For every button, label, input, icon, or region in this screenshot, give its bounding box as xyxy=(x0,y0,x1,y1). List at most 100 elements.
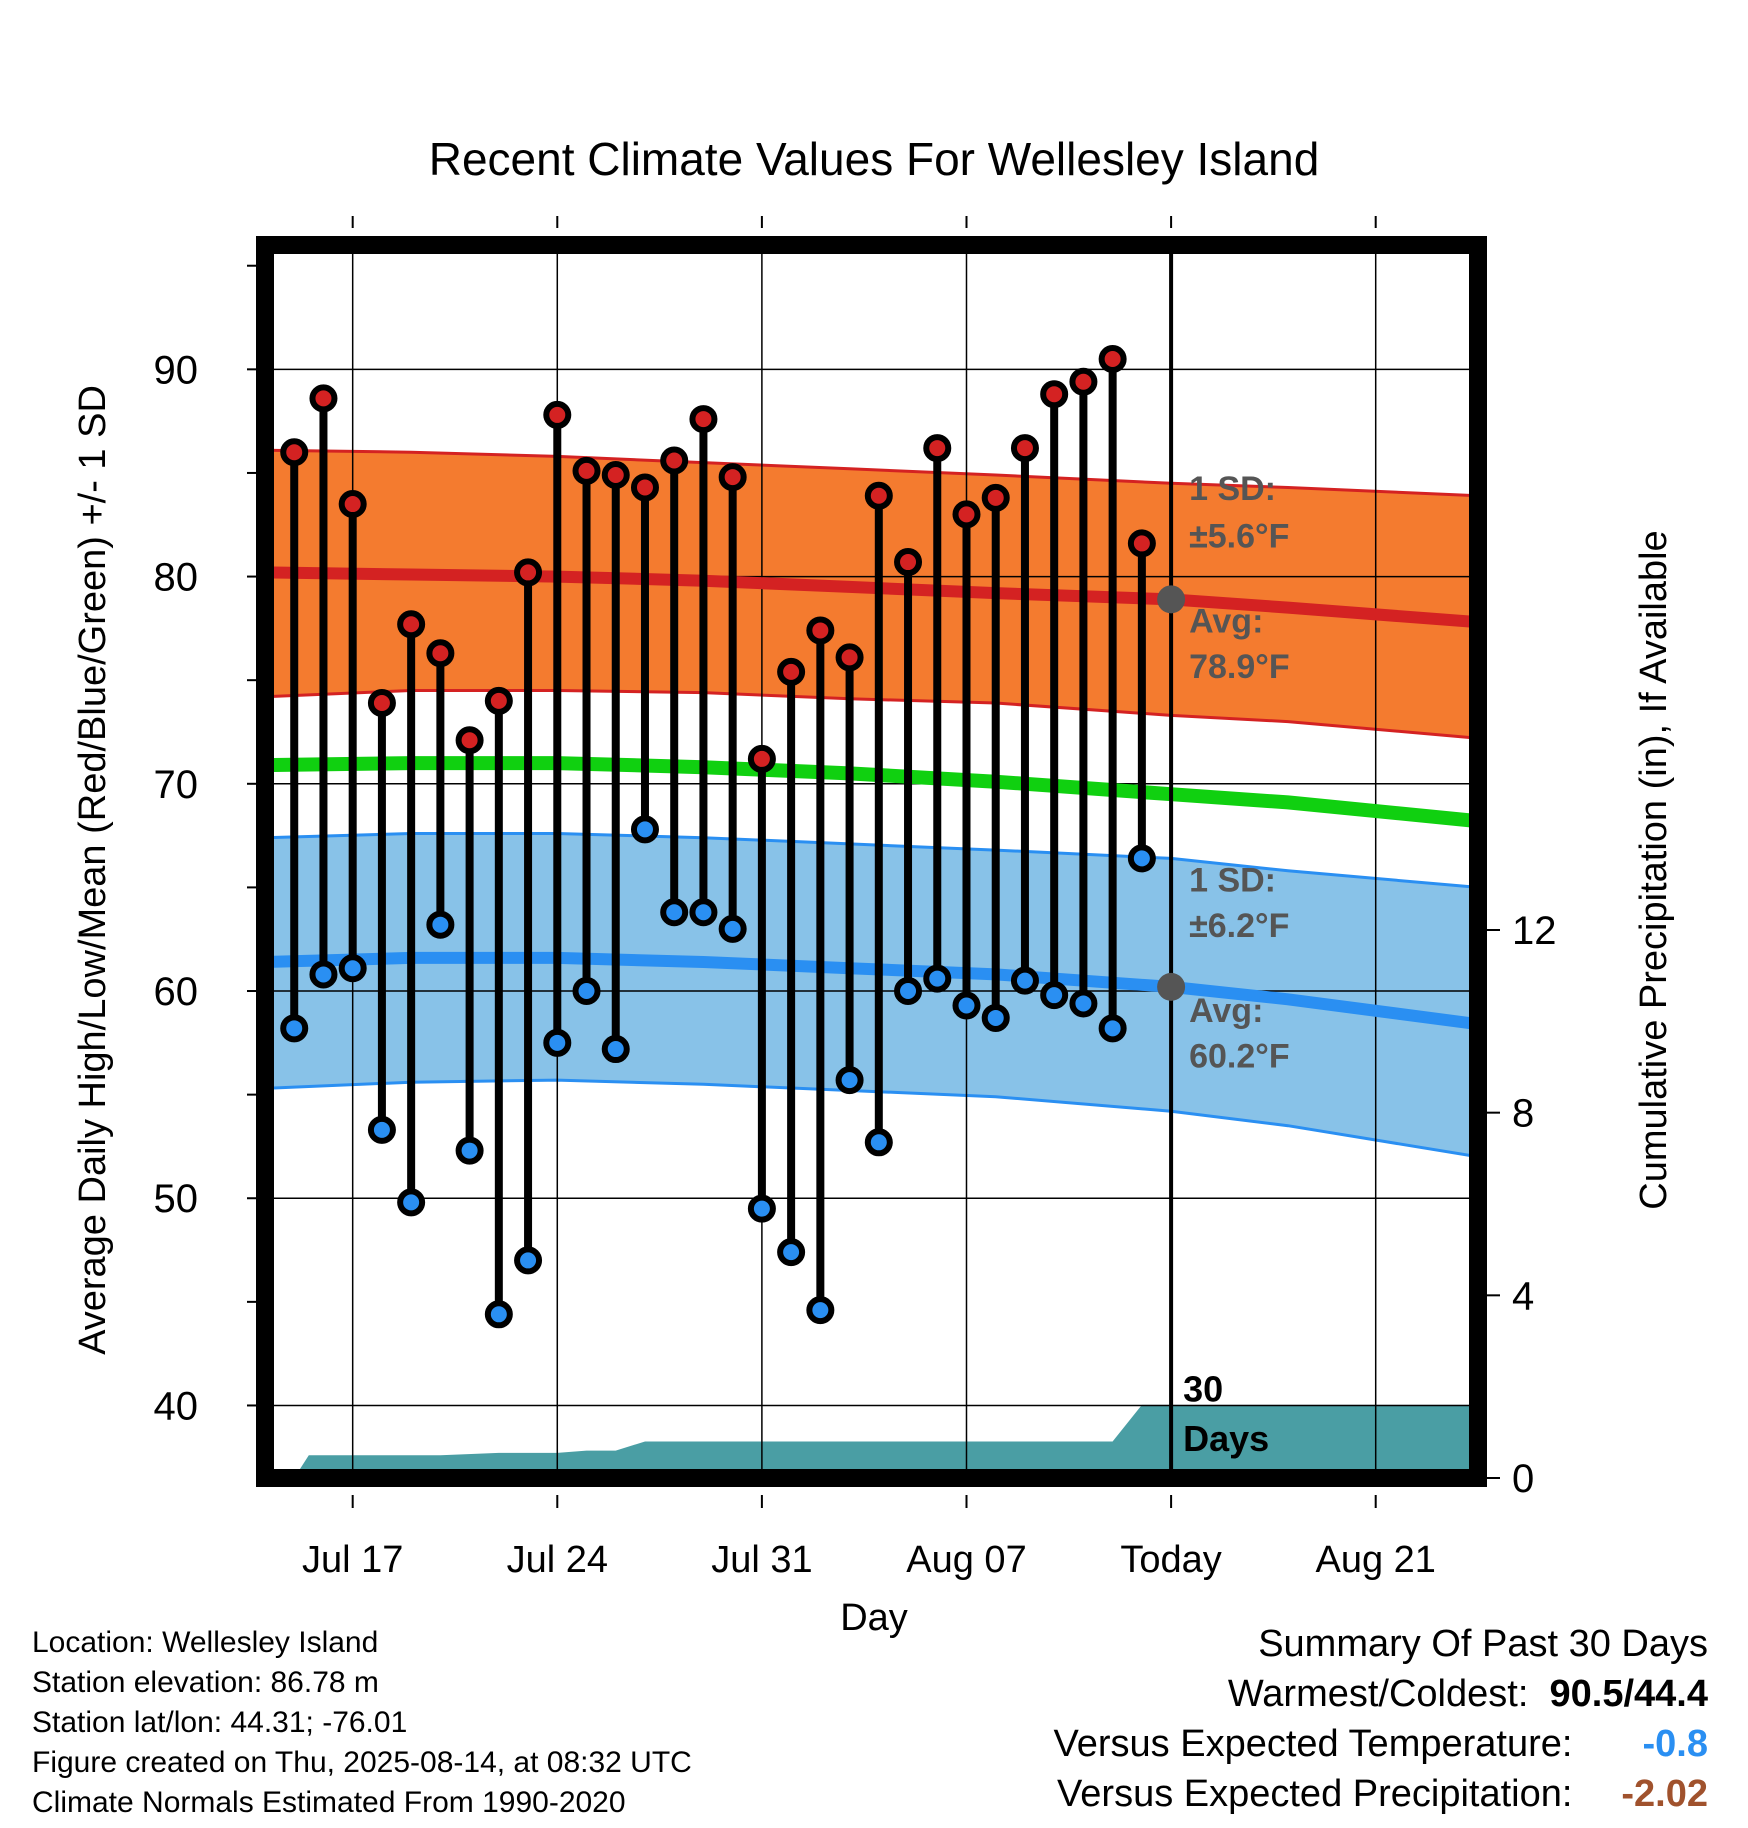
daily-high-point xyxy=(397,610,426,639)
days-label-word: Days xyxy=(1183,1418,1269,1459)
precipitation-area xyxy=(294,1404,1478,1478)
high-upper-line xyxy=(265,448,1478,498)
today-low-marker xyxy=(1157,972,1186,1001)
x-tick-label: Jul 31 xyxy=(711,1539,812,1581)
daily-high-point xyxy=(747,744,776,773)
daily-high-point xyxy=(1127,529,1156,558)
y-tick-label: 40 xyxy=(154,1384,199,1428)
daily-low-point xyxy=(397,1188,426,1217)
daily-high-point xyxy=(923,434,952,463)
daily-low-point xyxy=(280,1014,309,1043)
daily-low-point xyxy=(630,815,659,844)
y-axis-label: Average Daily High/Low/Mean (Red/Blue/Gr… xyxy=(72,385,114,1355)
low-sd-value: ±6.2°F xyxy=(1189,907,1289,945)
days-label-number: 30 xyxy=(1183,1368,1223,1409)
daily-high-point xyxy=(718,463,747,492)
daily-low-point xyxy=(309,960,338,989)
temp-label: Versus Expected Temperature: xyxy=(1053,1723,1573,1765)
temp-value: -0.8 xyxy=(1642,1723,1708,1765)
daily-low-point xyxy=(981,1003,1010,1032)
summary-warm-cold: Warmest/Coldest: 90.5/44.4 xyxy=(1228,1674,1708,1714)
x-tick-label: Jul 17 xyxy=(302,1539,403,1581)
low-sd-band xyxy=(265,833,1478,1157)
y-tick-label: 60 xyxy=(154,970,199,1014)
daily-high-point xyxy=(777,657,806,686)
daily-low-point xyxy=(455,1136,484,1165)
daily-high-point xyxy=(543,400,572,429)
daily-low-point xyxy=(601,1035,630,1064)
daily-low-point xyxy=(718,914,747,943)
daily-low-point xyxy=(543,1028,572,1057)
y2-tick-label: 12 xyxy=(1512,909,1557,953)
daily-low-point xyxy=(894,977,923,1006)
warm-cold-label: Warmest/Coldest: xyxy=(1227,1673,1529,1715)
x-tick-label: Today xyxy=(1120,1539,1221,1581)
daily-low-point xyxy=(747,1194,776,1223)
daily-low-point xyxy=(1040,981,1069,1010)
chart-title: Recent Climate Values For Wellesley Isla… xyxy=(429,133,1320,185)
daily-low-point xyxy=(864,1128,893,1157)
low-sd-label: 1 SD: xyxy=(1189,862,1276,900)
y-tick-label: 80 xyxy=(154,556,199,600)
daily-high-point xyxy=(309,384,338,413)
daily-low-point xyxy=(952,991,981,1020)
mean-line xyxy=(265,756,1478,829)
daily-low-point xyxy=(1069,989,1098,1018)
daily-low-point xyxy=(777,1238,806,1267)
daily-high-point xyxy=(630,473,659,502)
plot-content xyxy=(265,245,1478,1478)
daily-high-point xyxy=(660,446,689,475)
summary-precipitation: Versus Expected Precipitation: -2.02 xyxy=(1057,1774,1708,1814)
high-sd-value: ±5.6°F xyxy=(1189,518,1289,556)
warm-cold-value: 90.5/44.4 xyxy=(1549,1673,1708,1715)
station-latlon: Station lat/lon: 44.31; -76.01 xyxy=(32,1706,408,1739)
x-tick-label: Jul 24 xyxy=(507,1539,608,1581)
high-avg-value: 78.9°F xyxy=(1189,648,1290,686)
daily-high-point xyxy=(280,438,309,467)
plot-frame xyxy=(256,236,1487,1487)
climate-normals: Climate Normals Estimated From 1990-2020 xyxy=(32,1786,626,1819)
x-axis-label: Day xyxy=(840,1597,908,1639)
daily-high-point xyxy=(367,688,396,717)
y2-axis-label: Cumulative Precipitation (in), If Availa… xyxy=(1633,530,1675,1209)
daily-high-point xyxy=(1010,434,1039,463)
today-high-marker xyxy=(1157,585,1186,614)
daily-high-point xyxy=(952,500,981,529)
summary-heading: Summary Of Past 30 Days xyxy=(1258,1623,1708,1665)
y-tick-label: 70 xyxy=(154,763,199,807)
daily-low-point xyxy=(923,964,952,993)
daily-low-point xyxy=(660,898,689,927)
daily-high-point xyxy=(338,490,367,519)
daily-high-point xyxy=(455,726,484,755)
summary-temperature: Versus Expected Temperature: -0.8 xyxy=(1054,1724,1708,1764)
x-tick-label: Aug 07 xyxy=(906,1539,1026,1581)
y2-tick-label: 8 xyxy=(1512,1092,1534,1136)
station-elevation: Station elevation: 86.78 m xyxy=(32,1666,379,1699)
daily-low-point xyxy=(367,1115,396,1144)
daily-high-point xyxy=(514,558,543,587)
high-avg-line xyxy=(265,566,1478,629)
daily-low-point xyxy=(835,1066,864,1095)
plot-area: 1 SD: ±5.6°F Avg: 78.9°F 1 SD: ±6.2°F Avg: 60.2… xyxy=(154,216,1557,1581)
daily-high-point xyxy=(981,483,1010,512)
daily-high-point xyxy=(835,643,864,672)
precip-value: -2.02 xyxy=(1621,1773,1708,1815)
daily-low-point xyxy=(1010,966,1039,995)
y-tick-label: 50 xyxy=(154,1177,199,1221)
daily-high-point xyxy=(572,456,601,485)
daily-high-point xyxy=(1069,367,1098,396)
precip-label: Versus Expected Precipitation: xyxy=(1057,1773,1573,1815)
high-sd-label: 1 SD: xyxy=(1189,470,1276,508)
daily-high-point xyxy=(1098,344,1127,373)
daily-low-point xyxy=(338,954,367,983)
low-avg-label: Avg: xyxy=(1189,992,1263,1030)
daily-low-point xyxy=(1098,1014,1127,1043)
y-tick-label: 90 xyxy=(154,348,199,392)
daily-high-point xyxy=(426,639,455,668)
x-tick-label: Aug 21 xyxy=(1315,1539,1435,1581)
daily-low-point xyxy=(806,1296,835,1325)
daily-low-point xyxy=(689,898,718,927)
daily-low-point xyxy=(484,1300,513,1329)
low-avg-value: 60.2°F xyxy=(1189,1038,1290,1076)
